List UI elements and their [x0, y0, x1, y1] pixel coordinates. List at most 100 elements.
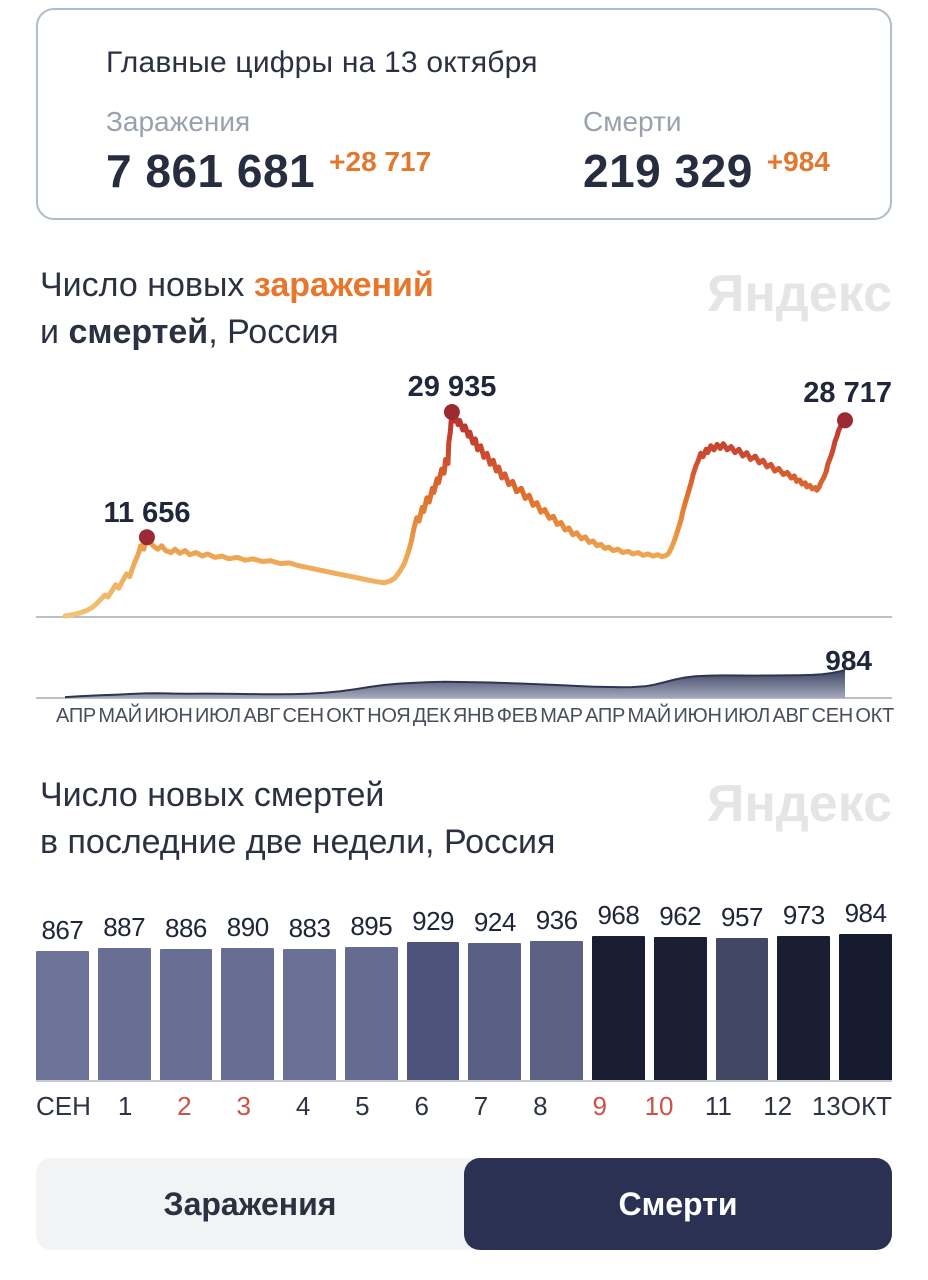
- title2-line2: в последние две недели, Россия: [40, 823, 556, 861]
- bar-value-label: 984: [844, 898, 887, 928]
- bar-axis-label: 7: [473, 1091, 489, 1121]
- bar: [159, 948, 213, 1080]
- stat-infections-value: 7 861 681: [106, 145, 316, 197]
- bar-axis-label: 1: [117, 1091, 133, 1121]
- bar-column: 962: [653, 901, 707, 1080]
- bar: [97, 948, 151, 1080]
- peak-label-11656: 11 656: [103, 497, 191, 529]
- bar-axis-label: 12: [763, 1091, 793, 1121]
- month-tick: ИЮН: [673, 705, 722, 727]
- bar-column: 867: [36, 915, 89, 1080]
- line-chart-title: Число новых заражений и смертей, Россия: [40, 262, 434, 356]
- deaths-area-fill: [65, 670, 845, 698]
- bar-chart-title: Число новых смертей в последние две неде…: [40, 772, 555, 866]
- bar-value-label: 886: [165, 912, 207, 943]
- bar-column: 984: [839, 898, 892, 1080]
- peak-dot-1: [138, 529, 155, 546]
- infections-line-svg: [36, 404, 892, 619]
- title2-line1: Число новых смертей: [40, 776, 385, 814]
- month-tick: ИЮЛ: [194, 705, 241, 727]
- stat-infections-delta: +28 717: [329, 146, 432, 177]
- bar: [530, 941, 584, 1080]
- bar-value-label: 929: [412, 906, 455, 937]
- month-tick: НОЯ: [367, 705, 411, 727]
- metric-toggle: Заражения Смерти: [36, 1158, 892, 1250]
- bar-column: 968: [592, 900, 645, 1080]
- bar-column: 886: [159, 912, 213, 1080]
- month-tick: СЕН: [282, 705, 324, 727]
- title1-orange-word: заражений: [253, 266, 434, 304]
- month-tick: ФЕВ: [496, 705, 538, 727]
- deaths-area-top-edge: [64, 669, 846, 699]
- infections-series-line: [62, 409, 848, 619]
- bar: [406, 942, 460, 1080]
- stat-deaths-label: Смерти: [583, 106, 682, 137]
- bar-value-label: 890: [226, 911, 269, 942]
- bar-column: 887: [97, 912, 151, 1080]
- bar-column: 929: [406, 906, 460, 1080]
- bar-value-label: 973: [782, 899, 825, 930]
- infections-line-chart: 11 656 29 935 28 717: [0, 370, 928, 630]
- month-tick: ОКТ: [855, 705, 894, 727]
- bar-value-label: 895: [350, 911, 393, 942]
- bar-value-label: 867: [41, 915, 84, 946]
- title1-suffix: , Россия: [208, 313, 339, 351]
- title1-line2-prefix: и: [40, 313, 69, 351]
- month-tick: АВГ: [243, 705, 280, 727]
- bar-value-label: 924: [473, 906, 516, 937]
- bar: [592, 936, 645, 1080]
- yandex-watermark: Яндекс: [707, 775, 892, 833]
- peak-label-28717: 28 717: [803, 377, 892, 409]
- bar-column: 895: [344, 911, 398, 1080]
- month-tick: АПР: [56, 705, 96, 727]
- month-tick: МАЙ: [627, 705, 672, 727]
- month-tick: МАЙ: [98, 705, 142, 727]
- bar-axis-label: 3: [236, 1091, 251, 1121]
- stat-infections: Заражения 7 861 681 +28 717: [106, 106, 506, 194]
- summary-card-title: Главные цифры на 13 октября: [106, 46, 538, 79]
- month-tick: СЕН: [811, 705, 854, 727]
- bar: [221, 947, 275, 1080]
- area-label-984: 984: [825, 645, 872, 676]
- title1-prefix: Число новых: [40, 266, 254, 304]
- month-tick: МАР: [540, 705, 583, 727]
- bar-axis-label: 10: [644, 1091, 674, 1121]
- bar: [36, 951, 89, 1080]
- bar-value-label: 883: [288, 913, 331, 943]
- stat-deaths: Смерти 219 329 +984: [583, 106, 928, 194]
- bar-axis-label: 8: [533, 1091, 548, 1121]
- month-tick: АПР: [585, 705, 626, 727]
- toggle-option-infections[interactable]: Заражения: [163, 1185, 337, 1222]
- bar-axis-label: 5: [355, 1091, 370, 1121]
- summary-card: Главные цифры на 13 октября Заражения 7 …: [36, 8, 892, 220]
- bar-column: 924: [468, 906, 522, 1080]
- bar-axis-label: 4: [295, 1091, 311, 1121]
- title1-bold-word: смертей: [68, 313, 209, 351]
- toggle-option-deaths[interactable]: Смерти: [464, 1158, 892, 1250]
- bar-column: 936: [530, 905, 584, 1080]
- bar-column: 890: [221, 911, 275, 1080]
- bar-axis-row: СЕН 1 2 3 4 5 6 7 8 9 10 11 12 13ОКТ: [36, 1082, 892, 1122]
- bar-value-label: 936: [535, 905, 578, 936]
- month-tick: ОКТ: [326, 705, 365, 727]
- deaths-area-svg: [36, 669, 892, 699]
- peak-label-29935: 29 935: [407, 371, 497, 403]
- bar: [344, 947, 398, 1080]
- bars-row: 867 887 886 890 883 895 929 924 936 968 962 957 973 9…: [36, 898, 892, 1082]
- bar-value-label: 887: [103, 912, 146, 943]
- bar-axis-label: СЕН: [36, 1091, 91, 1121]
- month-tick: ЯНВ: [452, 705, 495, 727]
- stat-deaths-value: 219 329: [583, 145, 753, 197]
- bar-value-label: 968: [597, 900, 640, 931]
- bar-column: 957: [715, 902, 769, 1080]
- bar: [653, 937, 707, 1080]
- bar-column: 883: [283, 913, 336, 1080]
- bar-axis-label: 2: [177, 1091, 192, 1121]
- bar: [715, 938, 769, 1080]
- month-axis: АПР МАЙ ИЮН ИЮЛ АВГ СЕН ОКТ НОЯ ДЕК ЯНВ ФЕВ МАР АПР М…: [56, 705, 894, 731]
- bar: [283, 949, 336, 1080]
- bar-axis-label: 11: [704, 1091, 732, 1121]
- month-tick: ИЮЛ: [724, 705, 770, 727]
- bar-axis-label: 13ОКТ: [811, 1091, 893, 1121]
